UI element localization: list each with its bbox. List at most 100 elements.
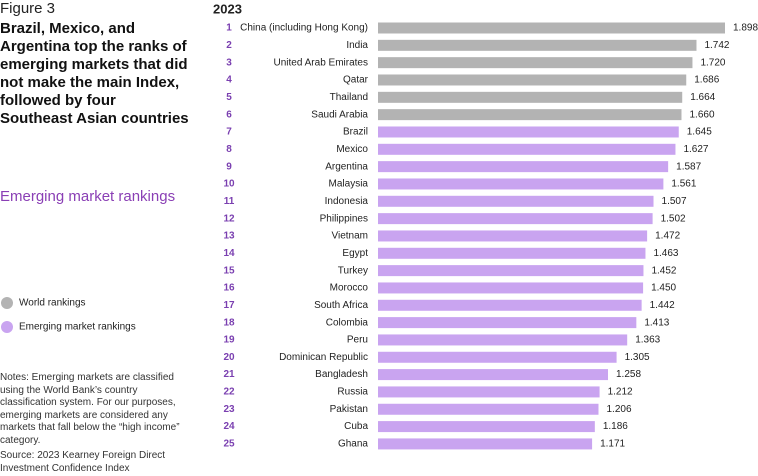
value-label: 1.186 [603,421,628,432]
value-label: 1.664 [690,92,715,103]
rank-label: 10 [223,179,235,190]
bar [378,39,697,51]
value-label: 1.660 [689,109,714,120]
rank-label: 23 [223,404,235,415]
legend-swatch [1,321,13,333]
value-label: 1.463 [653,248,678,259]
category-label: Thailand [330,92,368,103]
rank-label: 9 [226,161,232,172]
value-label: 1.627 [683,144,708,155]
category-label: Qatar [343,75,369,86]
category-label: Mexico [336,144,368,155]
category-label: Peru [347,335,368,346]
value-label: 1.472 [655,231,680,242]
category-label: Malaysia [329,179,369,190]
category-label: Egypt [342,248,368,259]
category-label: Turkey [338,265,368,276]
chart-title: Brazil, Mexico, and Argentina top the ra… [0,20,189,127]
rank-label: 25 [223,439,235,450]
bar [378,369,608,381]
rank-label: 15 [223,265,235,276]
value-label: 1.305 [625,352,650,363]
value-label: 1.720 [700,57,725,68]
value-label: 1.898 [733,23,758,34]
bar [378,351,617,363]
rank-label: 8 [226,144,232,155]
bar [378,126,679,138]
bar [378,421,595,433]
year-heading: 2023 [213,1,242,16]
category-label: United Arab Emirates [274,57,369,68]
bar [378,247,646,259]
source: Source: 2023 Kearney Foreign Direct Inve… [0,450,166,474]
bar [378,57,693,69]
category-label: Saudi Arabia [311,109,368,120]
bar [378,74,687,86]
category-label: Morocco [330,283,369,294]
category-label: Pakistan [330,404,368,415]
value-label: 1.502 [661,213,686,224]
rank-label: 18 [223,317,235,328]
bar [378,178,664,190]
bar [378,438,593,450]
chart-subtitle: Emerging market rankings [0,188,176,205]
legend-label: World rankings [19,298,86,309]
rank-label: 19 [223,335,235,346]
notes: Notes: Emerging markets are classified u… [0,372,180,446]
rank-label: 16 [223,283,235,294]
value-label: 1.171 [600,439,625,450]
category-label: Philippines [320,213,368,224]
value-label: 1.212 [608,387,633,398]
rank-label: 1 [226,23,232,34]
value-label: 1.452 [651,265,676,276]
value-label: 1.686 [694,75,719,86]
rank-label: 22 [223,387,235,398]
rank-label: 20 [223,352,235,363]
bar [378,317,637,329]
category-label: Vietnam [331,231,368,242]
figure-label: Figure 3 [0,0,56,17]
bar [378,109,682,121]
category-label: Cuba [344,421,368,432]
bar [378,22,725,34]
bar [378,282,644,294]
bar [378,213,653,225]
value-label: 1.645 [687,127,712,138]
value-label: 1.507 [662,196,687,207]
bar [378,403,599,415]
rank-label: 12 [223,213,235,224]
value-label: 1.587 [676,161,701,172]
value-label: 1.258 [616,369,641,380]
bar [378,195,654,207]
rank-label: 14 [223,248,235,259]
value-label: 1.413 [644,317,669,328]
category-label: Indonesia [325,196,369,207]
rank-label: 24 [223,421,235,432]
rank-label: 17 [223,300,235,311]
rank-label: 6 [226,109,232,120]
rank-label: 5 [226,92,232,103]
rank-label: 21 [223,369,235,380]
value-label: 1.442 [650,300,675,311]
category-label: Bangladesh [315,369,368,380]
rank-label: 7 [226,127,232,138]
value-label: 1.206 [606,404,631,415]
legend-label: Emerging market rankings [19,322,136,333]
category-label: Russia [337,387,368,398]
value-label: 1.450 [651,283,676,294]
bar [378,91,683,103]
value-label: 1.742 [704,40,729,51]
value-label: 1.363 [635,335,660,346]
bar [378,143,676,155]
bar [378,161,669,173]
category-label: Argentina [325,161,368,172]
category-label: Dominican Republic [279,352,368,363]
category-label: China (including Hong Kong) [240,23,368,34]
bar [378,265,644,277]
category-label: Colombia [326,317,369,328]
category-label: India [346,40,368,51]
rank-label: 2 [226,40,232,51]
rank-label: 13 [223,231,235,242]
